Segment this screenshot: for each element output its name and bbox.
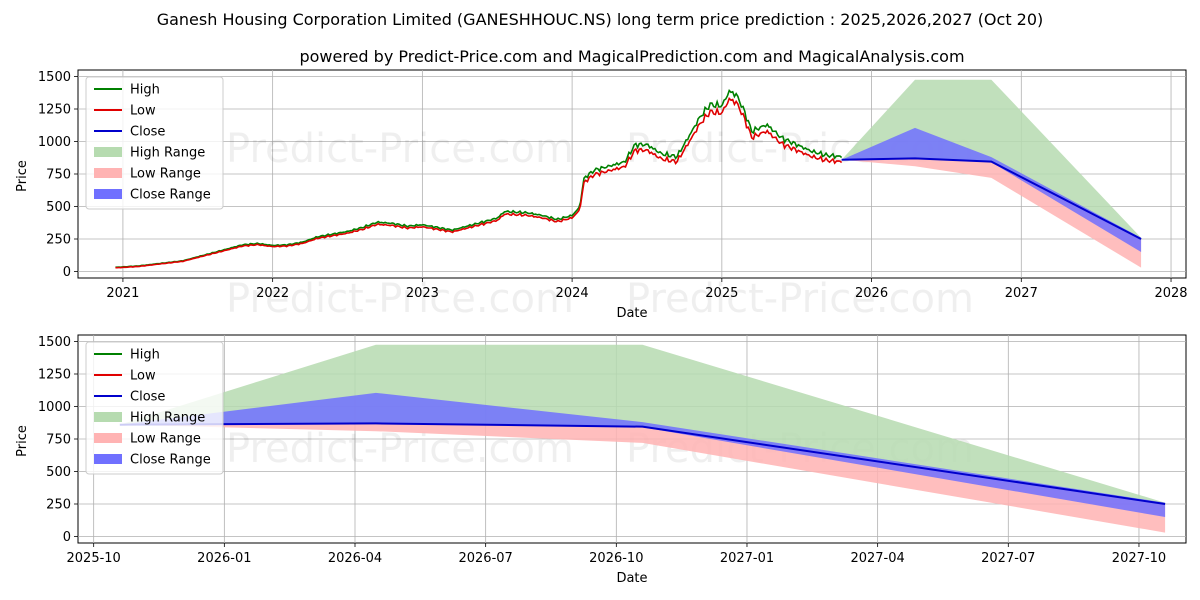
legend-close-range-swatch [94,189,122,199]
legend-close-label: Close [130,390,165,405]
x-tick-label: 2023 [406,286,439,301]
y-tick-label: 1250 [38,368,71,383]
x-tick-label: 2027-10 [1112,551,1166,566]
x-tick-label: 2025 [705,286,738,301]
x-tick-label: 2027-07 [981,551,1035,566]
legend-low-range-label: Low Range [130,432,201,447]
x-tick-label: 2025-10 [67,551,121,566]
y-tick-label: 1500 [38,70,71,85]
legend-close-label: Close [130,125,165,140]
top-x-axis-label: Date [616,306,647,321]
x-tick-label: 2026-10 [589,551,643,566]
forecast-close-line [841,157,1142,240]
bottom-axis-ticks: 2025-10 2026-01 2026-04 2026-07 2026-10 2027-… [38,335,1166,566]
top-legend: High Low Close High Range Low Range Close Ran… [85,76,224,210]
y-tick-label: 1000 [38,400,71,415]
legend-high-label: High [130,348,160,363]
top-panel: Predict-Price.com Predict-Price.com Pred… [15,69,1188,322]
x-tick-label: 2026-04 [328,551,382,566]
legend-close-range-label: Close Range [130,453,211,468]
bottom-y-axis-label: Price [15,425,30,457]
legend-low-label: Low [130,369,156,384]
x-tick-label: 2026 [855,286,888,301]
x-tick-label: 2022 [256,286,289,301]
legend-low-range-swatch [94,168,122,178]
legend-close-range-label: Close Range [130,188,211,203]
y-tick-label: 500 [46,465,71,480]
y-tick-label: 0 [63,530,71,545]
x-tick-label: 2028 [1154,286,1187,301]
watermark: Predict-Price.com [226,126,574,172]
top-y-axis-label: Price [15,160,30,192]
legend-high-label: High [130,83,160,98]
y-tick-label: 250 [46,233,71,248]
y-tick-label: 250 [46,498,71,513]
x-tick-label: 2027-04 [850,551,904,566]
x-tick-label: 2021 [106,286,139,301]
x-tick-label: 2027-01 [720,551,774,566]
bottom-panel: Predict-Price.com Predict-Price.com 2025… [15,334,1187,586]
legend-low-range-swatch [94,433,122,443]
x-tick-label: 2024 [556,286,589,301]
x-tick-label: 2026-07 [458,551,512,566]
legend-high-range-swatch [94,147,122,157]
bottom-series [119,344,1166,533]
y-tick-label: 1500 [38,335,71,350]
x-tick-label: 2026-01 [197,551,251,566]
history-high-line [115,89,843,269]
bottom-legend: High Low Close High Range Low Range Close Ran… [85,341,224,475]
y-tick-label: 750 [46,433,71,448]
bottom-x-axis-label: Date [616,571,647,586]
legend-close-range-swatch [94,454,122,464]
forecast-close-line [119,422,1166,505]
y-tick-label: 1250 [38,103,71,118]
watermark: Predict-Price.com [226,276,574,322]
chart-title: Ganesh Housing Corporation Limited (GANE… [157,10,1044,29]
watermark: Predict-Price.com [626,276,974,322]
x-tick-label: 2027 [1005,286,1038,301]
history-low-line [115,96,843,269]
y-tick-label: 500 [46,200,71,215]
top-axis-ticks: 2021 2022 2023 2024 2025 2026 2027 2028 0 250 500 7… [38,70,1188,301]
chart-subtitle: powered by Predict-Price.com and Magical… [299,47,964,66]
legend-high-range-label: High Range [130,146,205,161]
legend-low-label: Low [130,104,156,119]
legend-low-range-label: Low Range [130,167,201,182]
top-series [115,79,1142,269]
y-tick-label: 750 [46,168,71,183]
y-tick-label: 1000 [38,135,71,150]
legend-high-range-swatch [94,412,122,422]
y-tick-label: 0 [63,265,71,280]
legend-high-range-label: High Range [130,411,205,426]
